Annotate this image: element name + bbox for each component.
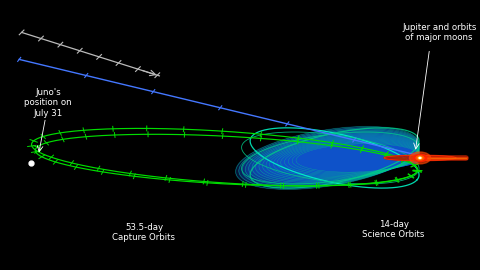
Polygon shape: [345, 151, 419, 165]
Polygon shape: [249, 131, 419, 184]
Polygon shape: [266, 137, 419, 179]
Circle shape: [416, 156, 424, 160]
Polygon shape: [273, 139, 419, 177]
Polygon shape: [328, 149, 419, 167]
Polygon shape: [384, 155, 456, 161]
Circle shape: [413, 154, 427, 162]
Polygon shape: [285, 141, 419, 175]
Polygon shape: [308, 146, 419, 170]
Polygon shape: [259, 135, 419, 181]
Polygon shape: [296, 144, 419, 172]
Polygon shape: [357, 152, 419, 164]
Polygon shape: [242, 129, 419, 187]
Polygon shape: [304, 145, 419, 171]
Polygon shape: [300, 144, 419, 171]
Polygon shape: [239, 128, 419, 188]
Polygon shape: [397, 156, 419, 160]
Polygon shape: [340, 150, 419, 166]
Polygon shape: [390, 155, 419, 161]
Polygon shape: [369, 153, 419, 163]
Polygon shape: [365, 153, 419, 163]
Polygon shape: [377, 154, 419, 162]
Polygon shape: [348, 151, 419, 165]
Circle shape: [419, 157, 421, 158]
Polygon shape: [332, 149, 419, 167]
Polygon shape: [263, 136, 419, 180]
Polygon shape: [316, 147, 419, 169]
Polygon shape: [373, 153, 419, 163]
Polygon shape: [353, 151, 419, 164]
Circle shape: [418, 157, 422, 159]
Polygon shape: [402, 156, 419, 160]
Polygon shape: [406, 156, 419, 160]
Polygon shape: [324, 148, 419, 168]
Polygon shape: [312, 146, 419, 170]
Polygon shape: [281, 140, 419, 176]
Polygon shape: [255, 134, 419, 182]
Polygon shape: [361, 152, 419, 164]
Polygon shape: [245, 130, 419, 186]
Polygon shape: [320, 148, 419, 168]
Polygon shape: [236, 127, 419, 189]
Polygon shape: [394, 155, 419, 161]
Text: Jupiter and orbits
of major moons: Jupiter and orbits of major moons: [402, 23, 476, 42]
Circle shape: [409, 152, 431, 164]
Polygon shape: [292, 143, 419, 173]
Text: Juno's
position on
July 31: Juno's position on July 31: [24, 88, 72, 117]
Polygon shape: [288, 142, 419, 174]
Polygon shape: [270, 138, 419, 178]
Text: 14-day
Science Orbits: 14-day Science Orbits: [362, 220, 425, 239]
Polygon shape: [252, 133, 419, 183]
Polygon shape: [385, 154, 419, 162]
Polygon shape: [277, 140, 419, 176]
Text: 53.5-day
Capture Orbits: 53.5-day Capture Orbits: [112, 222, 176, 242]
Polygon shape: [336, 150, 419, 166]
Polygon shape: [382, 154, 419, 162]
